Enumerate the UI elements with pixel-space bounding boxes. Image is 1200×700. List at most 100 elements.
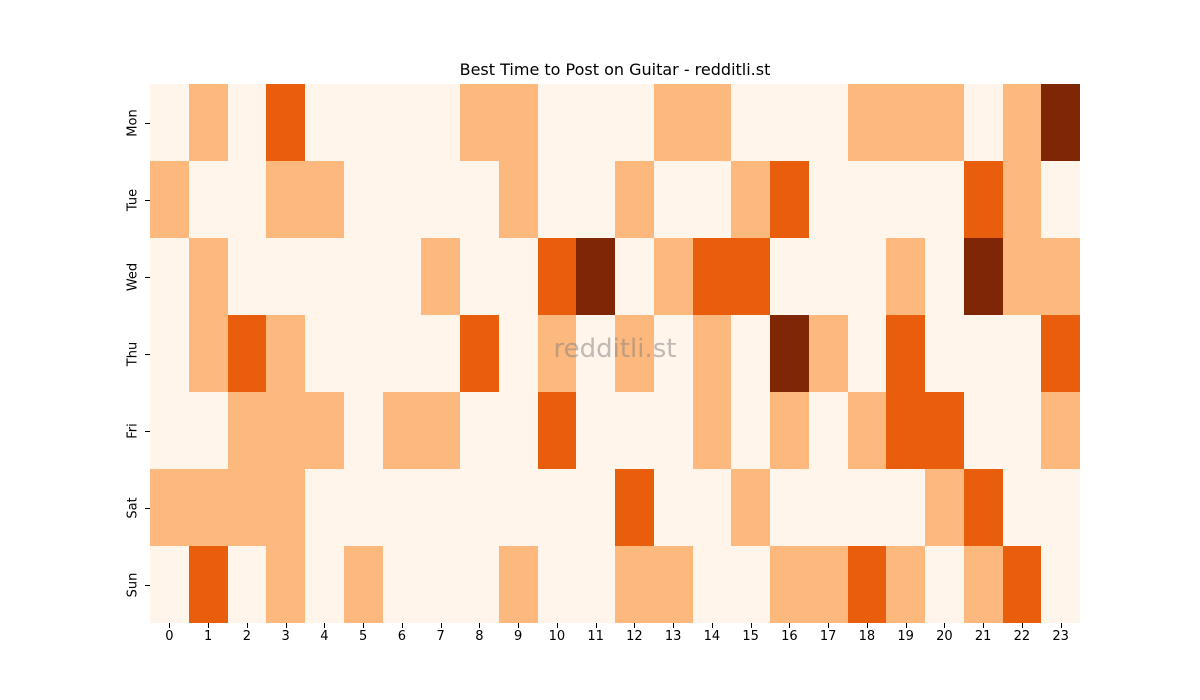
heatmap-cell [150, 315, 189, 392]
y-tick-label: Thu [125, 341, 141, 366]
x-tick-mark [828, 623, 830, 628]
y-tick-label: Sat [125, 496, 141, 519]
heatmap-cell [1002, 392, 1042, 469]
heatmap-cell [963, 469, 1003, 546]
y-tick-mark [145, 353, 150, 355]
heatmap-cell [808, 469, 848, 546]
heatmap-cell [925, 392, 964, 469]
x-tick-label: 16 [781, 629, 798, 644]
heatmap-cell [770, 161, 809, 238]
heatmap-cell [421, 469, 460, 546]
x-tick-mark [324, 623, 326, 628]
x-tick-label: 17 [819, 629, 837, 644]
heatmap-cell [615, 469, 654, 546]
heatmap-cell [150, 546, 189, 623]
heatmap-cell [770, 84, 809, 161]
heatmap-cell [498, 469, 538, 546]
heatmap-cell [886, 392, 925, 469]
heatmap-cell [188, 469, 228, 546]
x-tick-mark [169, 623, 171, 628]
heatmap-cell [421, 546, 460, 623]
x-tick-mark [673, 623, 675, 628]
heatmap-cell [808, 84, 848, 161]
heatmap-cell [343, 84, 383, 161]
x-tick-mark [363, 623, 365, 628]
x-tick-label: 6 [397, 629, 407, 644]
heatmap-cell [460, 546, 499, 623]
heatmap-cell [305, 546, 344, 623]
x-tick-mark [208, 623, 210, 628]
y-tick-label: Tue [125, 188, 141, 211]
heatmap-cell [460, 161, 499, 238]
heatmap-cell [692, 469, 732, 546]
x-tick-label: 12 [626, 629, 643, 644]
heatmap-cell [963, 392, 1003, 469]
heatmap-cell [731, 546, 770, 623]
heatmap-grid [150, 84, 1080, 623]
heatmap-cell [537, 84, 577, 161]
heatmap-cell [498, 84, 538, 161]
heatmap-cell [227, 315, 267, 392]
heatmap-cell [227, 84, 267, 161]
heatmap-cell [266, 315, 305, 392]
heatmap-cell [886, 161, 925, 238]
heatmap-cell [150, 392, 189, 469]
x-tick-mark [285, 623, 287, 628]
x-tick-label: 20 [936, 629, 953, 644]
heatmap-cell [188, 546, 228, 623]
heatmap-cell [1002, 315, 1042, 392]
heatmap-cell [498, 161, 538, 238]
heatmap-cell [537, 546, 577, 623]
heatmap-cell [808, 546, 848, 623]
heatmap-cell [1002, 238, 1042, 315]
heatmap-cell [731, 315, 770, 392]
heatmap-cell [847, 392, 887, 469]
x-tick-mark [595, 623, 597, 628]
heatmap-cell [537, 238, 577, 315]
heatmap-cell [615, 315, 654, 392]
heatmap-cell [847, 469, 887, 546]
heatmap-cell [692, 315, 732, 392]
heatmap-cell [150, 238, 189, 315]
heatmap-cell [188, 84, 228, 161]
heatmap-cell [421, 315, 460, 392]
heatmap-cell [653, 161, 693, 238]
heatmap-cell [1002, 469, 1042, 546]
x-tick-label: 21 [974, 629, 992, 644]
heatmap-cell [653, 315, 693, 392]
heatmap-cell [227, 238, 267, 315]
x-tick-label: 4 [320, 629, 329, 644]
x-tick-label: 3 [281, 629, 290, 644]
heatmap-cell [382, 238, 422, 315]
x-tick-label: 22 [1013, 629, 1031, 644]
heatmap-cell [963, 161, 1003, 238]
heatmap-cell [188, 238, 228, 315]
heatmap-cell [460, 84, 499, 161]
heatmap-cell [576, 84, 615, 161]
x-tick-mark [866, 623, 868, 628]
y-tick-label: Sun [125, 572, 141, 597]
heatmap-cell [1041, 546, 1080, 623]
x-tick-label: 13 [664, 629, 682, 644]
heatmap-cell [1041, 84, 1080, 161]
heatmap-cell [498, 238, 538, 315]
x-tick-label: 5 [358, 629, 368, 644]
x-tick-mark [479, 623, 481, 628]
chart-title: Best Time to Post on Guitar - redditli.s… [459, 60, 771, 79]
heatmap-cell [382, 392, 422, 469]
heatmap-cell [731, 392, 770, 469]
x-tick-mark [789, 623, 791, 628]
heatmap-cell [266, 392, 305, 469]
heatmap-cell [731, 84, 770, 161]
heatmap-cell [1041, 469, 1080, 546]
heatmap-cell [266, 84, 305, 161]
heatmap-cell [925, 161, 964, 238]
heatmap-cell [305, 315, 344, 392]
heatmap-cell [421, 161, 460, 238]
heatmap-cell [343, 315, 383, 392]
heatmap-cell [808, 392, 848, 469]
heatmap-cell [847, 315, 887, 392]
heatmap-cell [847, 546, 887, 623]
x-tick-mark [750, 623, 752, 628]
heatmap-cell [770, 469, 809, 546]
